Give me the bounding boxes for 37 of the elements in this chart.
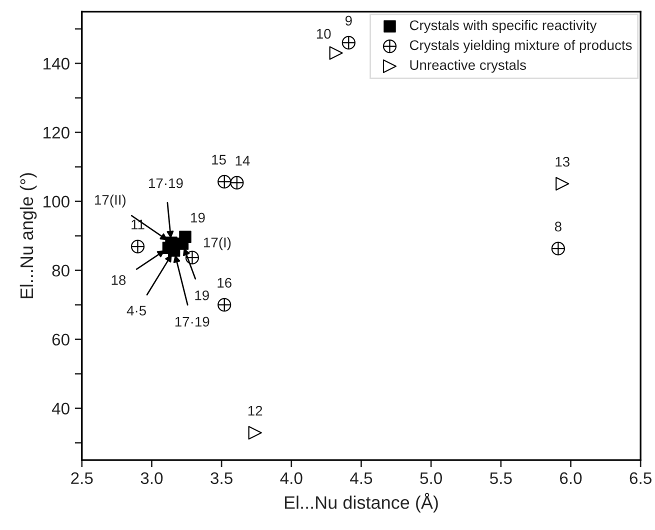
- x-tick-label: 3.5: [210, 472, 232, 484]
- y-tick-label: 40: [52, 402, 70, 415]
- y-tick-label: 100: [44, 196, 70, 208]
- annotation: 4·5: [126, 306, 146, 316]
- annotation: 17(II): [95, 194, 126, 208]
- y-axis-title: El...Nu angle (°): [20, 173, 37, 298]
- legend-label: Crystals yielding mixture of products: [410, 40, 632, 53]
- y-tick-label: 60: [52, 334, 70, 346]
- annotation: 11: [132, 220, 144, 230]
- annotation: 12: [248, 406, 262, 416]
- x-tick-label: 6.5: [630, 472, 652, 484]
- annotation: 17(I): [204, 237, 231, 250]
- annotation: 14: [236, 156, 250, 166]
- y-tick-label: 80: [52, 264, 70, 277]
- y-tick-label: 120: [44, 126, 70, 139]
- x-tick-label: 5.0: [420, 472, 442, 484]
- x-tick-label: 3.0: [140, 472, 163, 484]
- x-tick-label: 6.0: [560, 472, 582, 484]
- annotation: 13: [556, 156, 570, 167]
- annotation: 8: [554, 222, 562, 232]
- x-tick-label: 5.5: [490, 472, 512, 484]
- annotation: 19: [191, 212, 205, 223]
- annotation: 17·19: [175, 316, 210, 327]
- x-axis-title: El...Nu distance (Å): [284, 492, 438, 512]
- legend-label: Unreactive crystals: [410, 60, 526, 73]
- annotation: 15: [212, 154, 226, 165]
- annotation: 9: [345, 16, 352, 26]
- legend-label: Crystals with specific reactivity: [410, 20, 597, 33]
- annotation: 19: [195, 290, 209, 300]
- y-tick-label: 140: [44, 58, 70, 70]
- annotation: 17·19: [149, 178, 183, 188]
- x-tick-label: 4.0: [280, 472, 302, 484]
- annotation: 18: [112, 275, 126, 285]
- x-tick-label: 4.5: [350, 472, 372, 484]
- annotation: 10: [316, 28, 331, 39]
- x-tick-label: 2.5: [71, 472, 93, 484]
- annotation: 16: [218, 278, 232, 288]
